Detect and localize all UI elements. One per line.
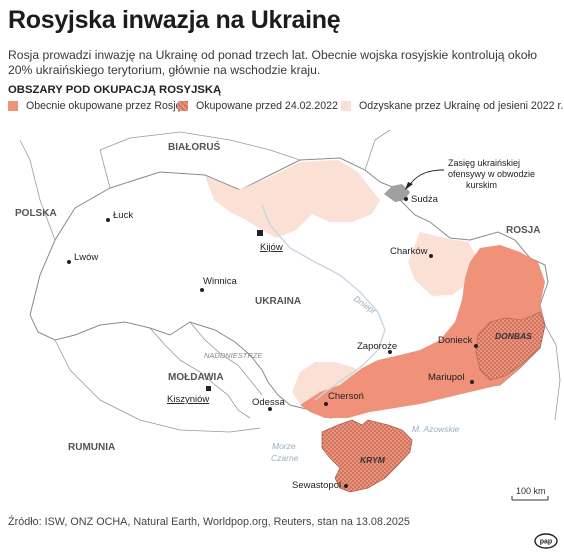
legend-item-recaptured: Odzyskane przez Ukrainę od jesieni 2022 …	[341, 100, 563, 112]
city-dot-odessa	[268, 407, 272, 411]
legend-swatch-occupied	[8, 101, 18, 111]
country-label-moldova: MOŁDAWIA	[168, 372, 224, 383]
dnieper-river	[261, 204, 386, 401]
city-label-zaporoze: Zaporoże	[357, 341, 397, 352]
border-poland	[19, 139, 56, 241]
city-label-sudza: Sudża	[411, 194, 439, 205]
border-moldova	[149, 327, 251, 419]
city-dot-mariupol	[470, 380, 474, 384]
legend-label-occupied: Obecnie okupowane przez Rosję	[26, 100, 182, 112]
city-label-sewastopol: Sewastopol	[292, 480, 341, 491]
country-label-russia: ROSJA	[506, 225, 540, 236]
recaptured-kharkiv-region	[408, 232, 480, 296]
scale-label: 100 km	[516, 486, 546, 496]
pap-logo: pap	[534, 533, 558, 549]
city-label-luck: Łuck	[113, 210, 133, 221]
region-label-donbas: DONBAS	[495, 331, 532, 341]
donbas-pre2022	[475, 311, 546, 381]
city-dot-sewastopol	[344, 484, 348, 488]
legend-item-pre2022: Okupowane przed 24.02.2022 r.	[178, 100, 347, 112]
city-label-mariupol: Mariupol	[428, 372, 464, 383]
city-label-kiszyniow: Kiszyniów	[167, 394, 209, 405]
city-label-odessa: Odessa	[252, 397, 285, 408]
city-dot-charkow	[429, 254, 433, 258]
city-marker-kijow	[257, 230, 263, 236]
border-moldova-east	[189, 321, 263, 396]
city-dot-sudza	[404, 197, 408, 201]
country-label-belarus: BIAŁORUŚ	[168, 140, 221, 153]
border-belarus	[99, 131, 301, 189]
sea-label-black-2: Czarne	[271, 453, 299, 463]
source-note: Źródło: ISW, ONZ OCHA, Natural Earth, Wo…	[8, 516, 410, 528]
city-label-lwow: Lwów	[74, 252, 98, 263]
city-label-kijow: Kijów	[260, 242, 283, 253]
city-dot-lwow	[67, 260, 71, 264]
country-label-poland: POLSKA	[15, 208, 57, 219]
recaptured-kyiv-region	[205, 160, 380, 238]
map: 100 km BIAŁORUŚ POLSKA ROSJA UKRAINA MOŁ…	[15, 129, 561, 501]
city-label-cherson: Chersoń	[328, 391, 364, 402]
legend-label-recaptured: Odzyskane przez Ukrainę od jesieni 2022 …	[359, 100, 564, 112]
city-dot-donieck	[474, 344, 478, 348]
occupied-territory	[300, 245, 545, 418]
country-label-ukraine: UKRAINA	[255, 296, 301, 307]
region-label-krym: KRYM	[360, 455, 386, 465]
legend-swatch-recaptured	[341, 101, 351, 111]
coast-east	[544, 324, 561, 421]
city-label-charkow: Charków	[390, 246, 428, 257]
legend-label-pre2022: Okupowane przed 24.02.2022 r.	[196, 100, 347, 112]
sea-label-black-1: Morze	[272, 441, 296, 451]
border-romania	[54, 339, 261, 433]
city-label-winnica: Winnica	[203, 276, 238, 287]
kursk-note-line-3: kurskim	[466, 180, 497, 190]
recaptured-kherson-region	[292, 362, 362, 404]
kursk-incursion	[384, 184, 410, 202]
crimea-territory	[321, 419, 413, 493]
legend-item-occupied: Obecnie okupowane przez Rosję	[8, 100, 181, 112]
legend-swatch-pre2022	[178, 101, 188, 111]
region-label-naddniestrze: NADDNIESTRZE	[204, 351, 263, 360]
sea-label-azov: M. Azowskie	[412, 424, 460, 434]
page-title: Rosyjska inwazja na Ukrainę	[8, 6, 341, 34]
city-label-donieck: Donieck	[438, 335, 473, 346]
border-russia	[364, 129, 391, 171]
pap-logo-text: pap	[540, 539, 552, 546]
city-dot-cherson	[324, 402, 328, 406]
legend-heading: OBSZARY POD OKUPACJĄ ROSYJSKĄ	[8, 84, 222, 96]
city-dot-luck	[106, 218, 110, 222]
page-subtitle: Rosja prowadzi inwazję na Ukrainę od pon…	[8, 48, 538, 77]
kursk-note-line-1: Zasięg ukraińskiej	[448, 158, 520, 168]
country-label-romania: RUMUNIA	[68, 442, 115, 453]
city-marker-kiszyniow	[206, 386, 211, 391]
city-dot-zaporoze	[388, 350, 392, 354]
kursk-note-arrow	[408, 169, 445, 187]
kursk-note-line-2: ofensywy w obwodzie	[448, 169, 535, 179]
city-dot-winnica	[200, 288, 204, 292]
